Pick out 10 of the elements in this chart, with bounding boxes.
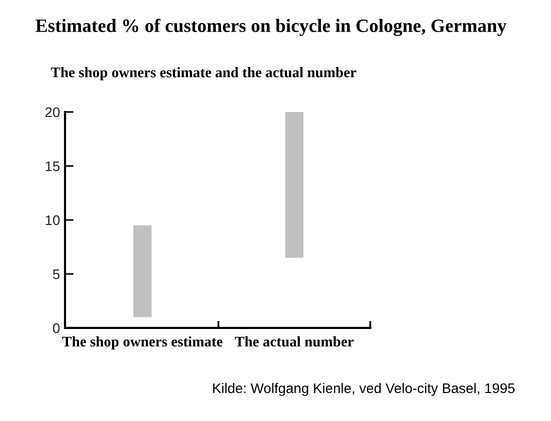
text: Kilde: Wolfgang Kienle, ved Velo-city Basel, 1995	[213, 382, 515, 396]
x-tick-label: The actual number	[235, 336, 354, 347]
y-tick-label: 15	[46, 161, 60, 172]
y-tick-label: 10	[46, 215, 60, 226]
chart-title: Estimated % of customers on bicycle in Cologne, Germany	[36, 18, 506, 36]
y-tick-label: 20	[45, 107, 60, 118]
chart-subtitle: The shop owners estimate and the actual number	[50, 67, 356, 80]
y-tick-label: 5	[52, 269, 60, 280]
y-tick-label: 0	[52, 323, 60, 334]
x-tick-label: The shop owners estimate	[62, 336, 222, 350]
